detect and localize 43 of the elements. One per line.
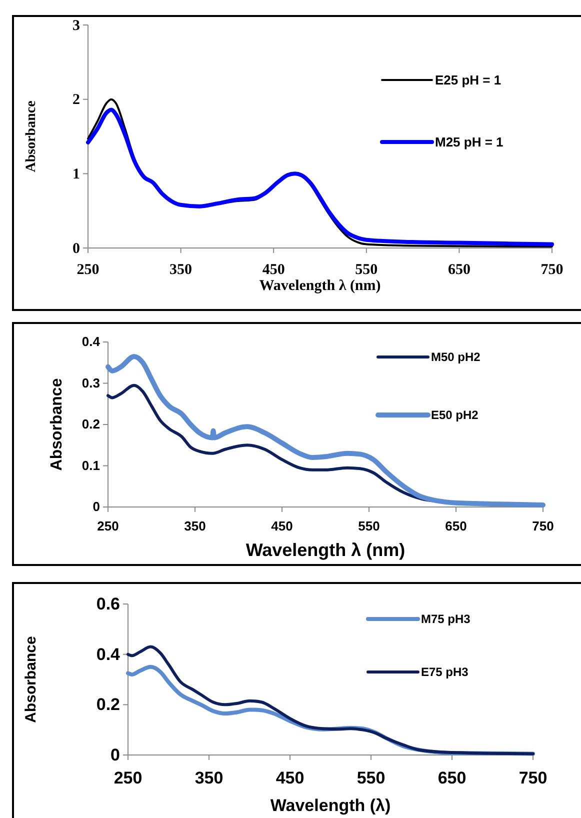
x-tick-label: 750	[532, 518, 554, 534]
y-tick-label: 0.1	[82, 458, 100, 473]
legend-label: M25 pH = 1	[435, 134, 504, 150]
legend-label: E50 pH2	[431, 408, 479, 422]
y-tick-label: 0	[72, 240, 80, 257]
y-tick-label: 0.3	[82, 375, 100, 390]
y-tick-label: 0.4	[96, 644, 121, 664]
x-tick-label: 750	[540, 262, 564, 278]
x-tick-label: 350	[194, 768, 224, 788]
y-tick-label: 0.4	[82, 334, 101, 350]
y-tick-label: 0.2	[96, 695, 120, 714]
y-tick-label: 0	[92, 499, 100, 514]
x-tick-label: 550	[358, 518, 380, 534]
x-tick-label: 450	[262, 262, 285, 278]
x-tick-label: 350	[170, 262, 192, 278]
x-axis-title: Wavelength (λ)	[270, 796, 391, 815]
x-tick-label: 250	[114, 768, 142, 788]
legend-label: M50 pH2	[431, 350, 481, 364]
x-tick-label: 450	[276, 768, 304, 788]
x-axis-title: Wavelength λ (nm)	[246, 540, 406, 560]
y-axis-title: Absorbance	[48, 378, 66, 471]
x-tick-label: 750	[518, 768, 548, 788]
y-tick-label: 0.6	[96, 594, 120, 614]
x-tick-label: 350	[184, 518, 206, 534]
legend-label: E25 pH = 1	[435, 72, 502, 88]
y-tick-label: 0	[110, 745, 120, 764]
x-axis-title: Wavelength λ (nm)	[259, 278, 381, 294]
y-tick-label: 0.2	[82, 416, 100, 432]
y-axis-title: Absorbance	[24, 100, 39, 172]
x-tick-label: 650	[448, 262, 470, 278]
x-tick-label: 450	[271, 518, 293, 534]
x-tick-label: 550	[356, 768, 386, 788]
x-tick-label: 650	[445, 518, 467, 534]
y-tick-label: 1	[72, 166, 80, 182]
y-axis-title: Absorbance	[22, 636, 40, 723]
x-tick-label: 250	[76, 262, 100, 278]
y-tick-label: 3	[72, 18, 80, 34]
legend-label: E75 pH3	[421, 665, 469, 680]
x-tick-label: 550	[355, 262, 378, 278]
legend-label: M75 pH3	[421, 612, 471, 626]
y-tick-label: 2	[72, 92, 80, 108]
x-tick-label: 250	[97, 518, 119, 534]
x-tick-label: 650	[438, 768, 466, 788]
